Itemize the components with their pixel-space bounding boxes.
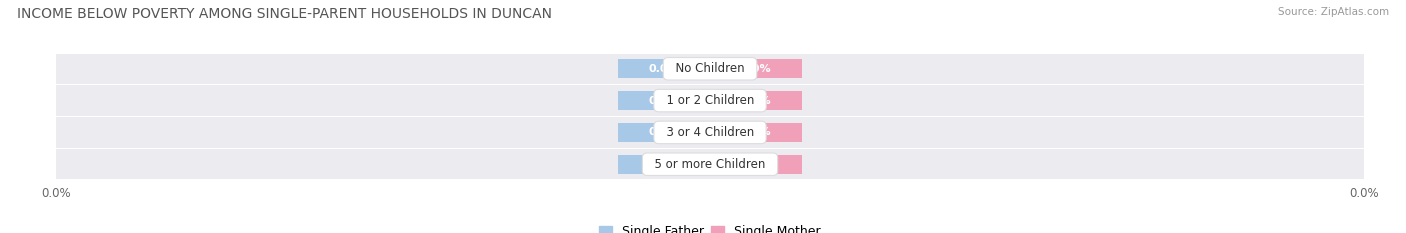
Bar: [56, 86, 1364, 116]
Bar: [710, 155, 801, 174]
Text: Source: ZipAtlas.com: Source: ZipAtlas.com: [1278, 7, 1389, 17]
Bar: [619, 155, 710, 174]
Text: 5 or more Children: 5 or more Children: [647, 158, 773, 171]
Bar: [619, 91, 710, 110]
Bar: [710, 91, 801, 110]
Text: 0.0%: 0.0%: [650, 64, 679, 74]
Bar: [56, 149, 1364, 179]
Bar: [619, 123, 710, 142]
Text: 0.0%: 0.0%: [650, 127, 679, 137]
Bar: [56, 54, 1364, 84]
Text: 0.0%: 0.0%: [741, 159, 770, 169]
Text: 0.0%: 0.0%: [741, 64, 770, 74]
Bar: [710, 123, 801, 142]
Bar: [710, 59, 801, 78]
Text: 1 or 2 Children: 1 or 2 Children: [658, 94, 762, 107]
Text: INCOME BELOW POVERTY AMONG SINGLE-PARENT HOUSEHOLDS IN DUNCAN: INCOME BELOW POVERTY AMONG SINGLE-PARENT…: [17, 7, 553, 21]
Text: No Children: No Children: [668, 62, 752, 75]
Text: 0.0%: 0.0%: [650, 96, 679, 106]
Text: 0.0%: 0.0%: [741, 127, 770, 137]
Text: 0.0%: 0.0%: [741, 96, 770, 106]
Bar: [56, 117, 1364, 147]
Text: 0.0%: 0.0%: [650, 159, 679, 169]
Legend: Single Father, Single Mother: Single Father, Single Mother: [595, 220, 825, 233]
Bar: [619, 59, 710, 78]
Text: 3 or 4 Children: 3 or 4 Children: [658, 126, 762, 139]
